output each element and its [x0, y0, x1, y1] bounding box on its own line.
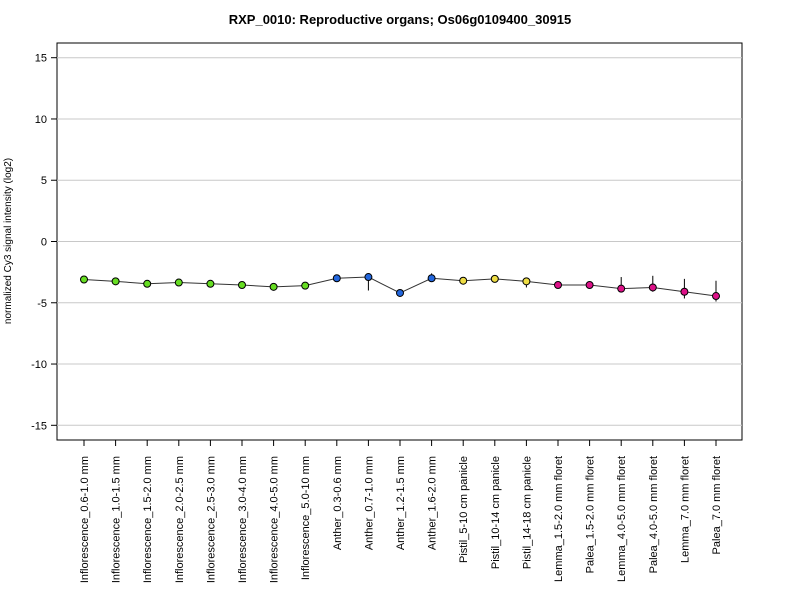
y-tick-label: 15 — [35, 53, 47, 65]
x-tick-label: Palea_4.0-5.0 mm floret — [648, 456, 660, 573]
y-tick-label: -10 — [31, 359, 47, 371]
x-tick-label: Inflorescence_2.5-3.0 mm — [205, 456, 217, 583]
data-point — [554, 280, 562, 289]
data-point — [174, 278, 183, 287]
data-point — [427, 274, 436, 283]
y-tick-label: 0 — [41, 237, 47, 249]
y-axis: 15 10 5 0 -5 -10 -15 — [31, 53, 57, 432]
x-tick-label: Anther_0.3-0.6 mm — [332, 456, 344, 550]
x-tick-label: Pistil_14-18 cm panicle — [521, 456, 533, 569]
data-point — [238, 280, 246, 289]
x-tick-label: Inflorescence_0.6-1.0 mm — [79, 456, 91, 583]
x-tick-label: Anther_1.6-2.0 mm — [427, 456, 439, 550]
data-point — [712, 292, 720, 301]
x-tick-label: Inflorescence_1.0-1.5 mm — [111, 456, 123, 583]
data-point — [522, 277, 531, 286]
y-tick-label: 5 — [41, 175, 47, 187]
data-point — [143, 279, 152, 288]
data-point — [396, 288, 404, 297]
data-point — [332, 274, 341, 283]
data-point — [648, 283, 657, 292]
data-points — [80, 273, 720, 301]
grid-lines — [57, 57, 742, 426]
y-tick-label: -5 — [37, 298, 47, 310]
y-axis-label: normalized Cy3 signal intensity (log2) — [3, 158, 14, 324]
x-tick-label: Palea_1.5-2.0 mm floret — [585, 456, 597, 573]
data-point — [301, 281, 310, 290]
x-tick-label: Inflorescence_1.5-2.0 mm — [142, 456, 154, 583]
x-tick-label: Anther_0.7-1.0 mm — [363, 456, 375, 550]
data-point — [585, 280, 594, 289]
x-tick-label: Anther_1.2-1.5 mm — [395, 456, 407, 550]
x-tick-label: Inflorescence_4.0-5.0 mm — [269, 456, 281, 583]
x-tick-label: Lemma_1.5-2.0 mm floret — [553, 456, 565, 582]
x-tick-label: Lemma_7.0 mm floret — [679, 456, 691, 563]
x-tick-label: Palea_7.0 mm floret — [711, 456, 723, 554]
chart-title: RXP_0010: Reproductive organs; Os06g0109… — [228, 12, 572, 27]
y-tick-label: 10 — [35, 114, 47, 126]
data-point — [206, 279, 215, 288]
data-point — [459, 276, 468, 285]
data-point — [490, 274, 499, 283]
data-point — [364, 273, 373, 282]
x-tick-label: Inflorescence_2.0-2.5 mm — [174, 456, 186, 583]
data-point — [80, 275, 88, 284]
x-tick-label: Lemma_4.0-5.0 mm floret — [616, 456, 628, 582]
y-tick-label: -15 — [31, 420, 47, 432]
x-tick-label: Pistil_5-10 cm panicle — [458, 456, 470, 563]
x-tick-label: Inflorescence_3.0-4.0 mm — [237, 456, 249, 583]
x-tick-label: Inflorescence_5.0-10 mm — [300, 456, 312, 580]
x-axis: Inflorescence_0.6-1.0 mm Inflorescence_1.… — [79, 440, 723, 583]
data-point — [111, 277, 120, 286]
data-point — [680, 287, 689, 296]
data-point — [269, 282, 278, 291]
data-point — [617, 284, 626, 293]
x-tick-label: Pistil_10-14 cm panicle — [490, 456, 502, 569]
